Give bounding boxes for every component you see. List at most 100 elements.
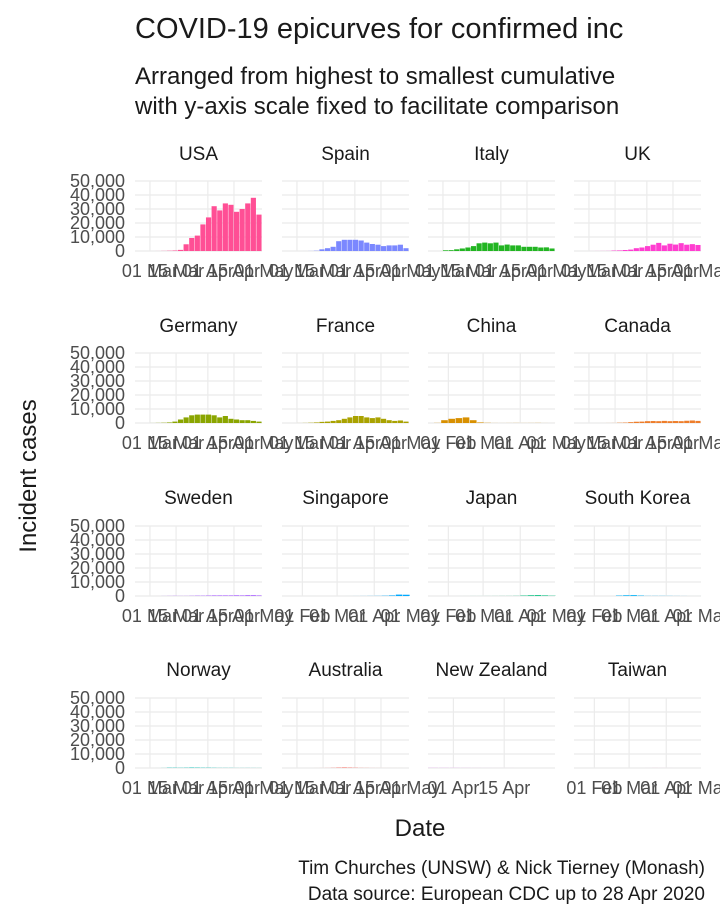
bar bbox=[217, 595, 223, 596]
bar bbox=[222, 595, 228, 596]
x-tick-label: 01 Feb bbox=[274, 606, 330, 626]
bar bbox=[397, 420, 403, 423]
bar bbox=[352, 416, 359, 423]
x-tick-label: 01 May bbox=[673, 606, 720, 626]
bar bbox=[442, 250, 449, 251]
bar bbox=[538, 247, 544, 251]
x-tick-label: 01 Mar bbox=[122, 778, 178, 798]
x-tick-label: 01 May bbox=[673, 261, 720, 281]
y-tick-label: 0 bbox=[115, 586, 125, 606]
x-tick-label: 01 May bbox=[673, 778, 720, 798]
x-tick-label: 15 Mar bbox=[295, 778, 351, 798]
bar bbox=[689, 420, 695, 423]
y-tick-label: 50,000 bbox=[70, 171, 125, 191]
bar bbox=[465, 247, 471, 251]
bar bbox=[205, 217, 212, 251]
bar bbox=[454, 249, 460, 251]
x-tick-label: 15 Mar bbox=[587, 433, 643, 453]
bar bbox=[656, 242, 662, 251]
x-tick-label: 01 Mar bbox=[269, 778, 325, 798]
bar bbox=[211, 415, 217, 423]
bar bbox=[347, 239, 353, 251]
bar bbox=[375, 244, 381, 251]
x-tick-label: 01 Apr bbox=[621, 433, 673, 453]
x-tick-label: 01 Feb bbox=[420, 433, 476, 453]
bar bbox=[250, 420, 256, 423]
strip-label: South Korea bbox=[585, 488, 691, 509]
x-tick-label: 01 Mar bbox=[601, 606, 657, 626]
bar bbox=[498, 245, 505, 251]
x-tick-label: 01 Mar bbox=[122, 261, 178, 281]
x-tick-label: 01 Feb bbox=[566, 606, 622, 626]
strip-label: Norway bbox=[166, 660, 231, 681]
bar bbox=[448, 250, 454, 251]
strip-label: Spain bbox=[321, 144, 370, 165]
y-tick-label: 40,000 bbox=[70, 357, 125, 377]
bar bbox=[392, 420, 398, 423]
x-tick-label: 15 Mar bbox=[295, 433, 351, 453]
y-tick-label: 20,000 bbox=[70, 558, 125, 578]
bar bbox=[521, 246, 527, 251]
bar bbox=[397, 244, 403, 251]
y-tick-label: 10,000 bbox=[70, 572, 125, 592]
bar bbox=[189, 415, 195, 423]
bar bbox=[469, 420, 477, 423]
strip-label: Australia bbox=[309, 660, 383, 681]
y-tick-label: 10,000 bbox=[70, 227, 125, 247]
x-tick-label: 01 Apr bbox=[329, 433, 381, 453]
x-tick-label: 01 Mar bbox=[601, 778, 657, 798]
bar bbox=[239, 209, 245, 251]
x-tick-label: 01 Mar bbox=[561, 433, 617, 453]
x-tick-label: 01 Apr bbox=[427, 778, 479, 798]
x-tick-label: 15 Mar bbox=[441, 261, 497, 281]
x-tick-label: 01 Apr bbox=[182, 433, 234, 453]
bar bbox=[211, 206, 217, 251]
strip-label: France bbox=[316, 316, 375, 337]
bar bbox=[222, 203, 228, 251]
bar bbox=[644, 421, 651, 423]
bar bbox=[661, 245, 667, 251]
x-tick-label: 15 Apr bbox=[208, 606, 260, 626]
bar bbox=[194, 235, 200, 251]
bar bbox=[245, 420, 251, 423]
bar bbox=[695, 420, 701, 423]
y-tick-label: 30,000 bbox=[70, 371, 125, 391]
x-tick-label: 01 Apr bbox=[640, 606, 692, 626]
x-tick-label: 15 Apr bbox=[208, 261, 260, 281]
x-tick-label: 01 Mar bbox=[415, 261, 471, 281]
bar bbox=[380, 418, 387, 423]
bar bbox=[330, 420, 336, 423]
bar bbox=[369, 244, 375, 251]
bar bbox=[661, 420, 667, 423]
bar bbox=[364, 417, 370, 423]
bar bbox=[330, 246, 336, 251]
bar bbox=[183, 417, 189, 423]
bar bbox=[656, 421, 662, 423]
bar bbox=[510, 245, 516, 251]
bar bbox=[477, 422, 484, 423]
x-tick-label: 15 Apr bbox=[355, 778, 407, 798]
bar bbox=[375, 417, 381, 423]
bar bbox=[549, 248, 555, 251]
bar bbox=[633, 421, 639, 423]
x-tick-label: 15 Mar bbox=[148, 261, 204, 281]
y-tick-label: 20,000 bbox=[70, 385, 125, 405]
y-tick-label: 10,000 bbox=[70, 744, 125, 764]
bar bbox=[455, 418, 463, 423]
bar bbox=[386, 420, 392, 423]
bar bbox=[678, 243, 684, 251]
bar bbox=[233, 419, 240, 423]
bar bbox=[684, 420, 690, 423]
x-tick-label: 01 May bbox=[234, 778, 293, 798]
x-tick-label: 01 Mar bbox=[455, 433, 511, 453]
y-tick-label: 40,000 bbox=[70, 530, 125, 550]
x-tick-label: 01 May bbox=[381, 778, 440, 798]
x-tick-label: 15 Mar bbox=[148, 606, 204, 626]
